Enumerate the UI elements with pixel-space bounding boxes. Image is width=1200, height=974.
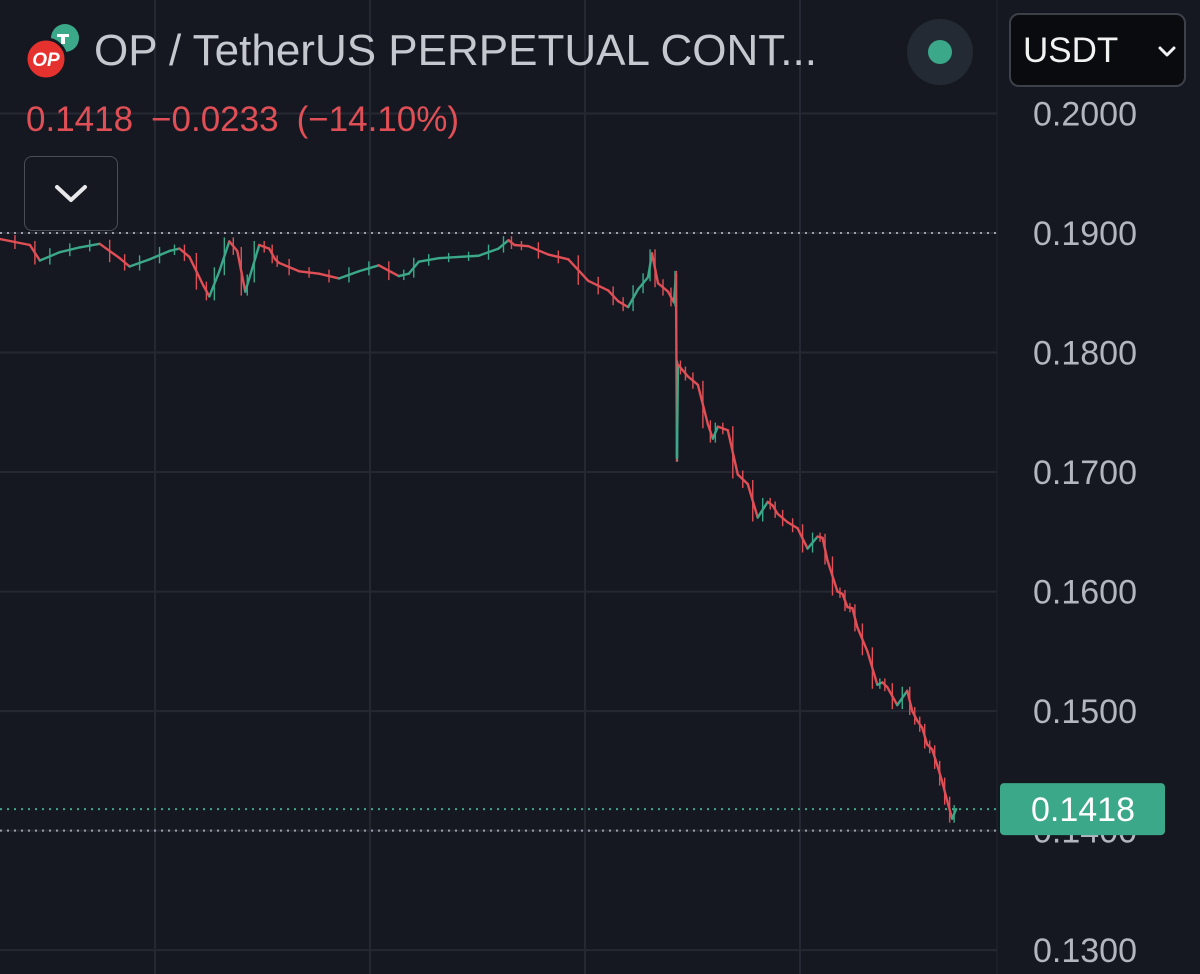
market-status-indicator[interactable] [907,19,973,85]
last-price-tag: 0.1418 [1000,783,1165,836]
y-tick-label: 0.1300 [1033,932,1137,970]
price-series [0,235,958,823]
collapse-legend-button[interactable] [24,156,118,231]
price-change-percent: (−14.10%) [296,100,460,139]
status-dot-icon [928,40,952,64]
grid-layer [0,0,998,974]
last-price-tag-bg [1000,783,1165,836]
y-axis: 0.2000 0.1900 0.1800 0.1700 0.1600 0.1500 0.14… [1033,96,1137,971]
chevron-down-icon [1158,46,1176,57]
y-tick-label: 0.1800 [1033,335,1137,373]
symbol-title[interactable]: OP / TetherUS PERPETUAL CONT... [94,26,817,75]
chevron-down-icon [55,185,87,202]
currency-label: USDT [1023,31,1119,70]
reference-lines [0,232,997,832]
last-price: 0.1418 [26,100,134,139]
logo-text: OP [32,50,60,71]
y-tick-label: 0.1500 [1033,693,1137,731]
last-price-tag-label: 0.1418 [1031,791,1135,829]
price-change: −0.0233 [151,100,279,139]
y-tick-label: 0.1700 [1033,454,1137,492]
price-quote: 0.1418 −0.0233 (−14.10%) [26,100,477,140]
y-tick-label: 0.1900 [1033,215,1137,253]
y-tick-label: 0.2000 [1033,96,1137,134]
y-tick-label: 0.1600 [1033,574,1137,612]
op-logo-icon: OP [24,24,79,81]
currency-select[interactable]: USDT [1009,13,1186,87]
